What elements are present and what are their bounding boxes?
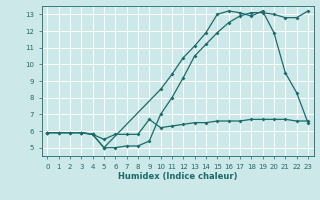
X-axis label: Humidex (Indice chaleur): Humidex (Indice chaleur): [118, 172, 237, 181]
